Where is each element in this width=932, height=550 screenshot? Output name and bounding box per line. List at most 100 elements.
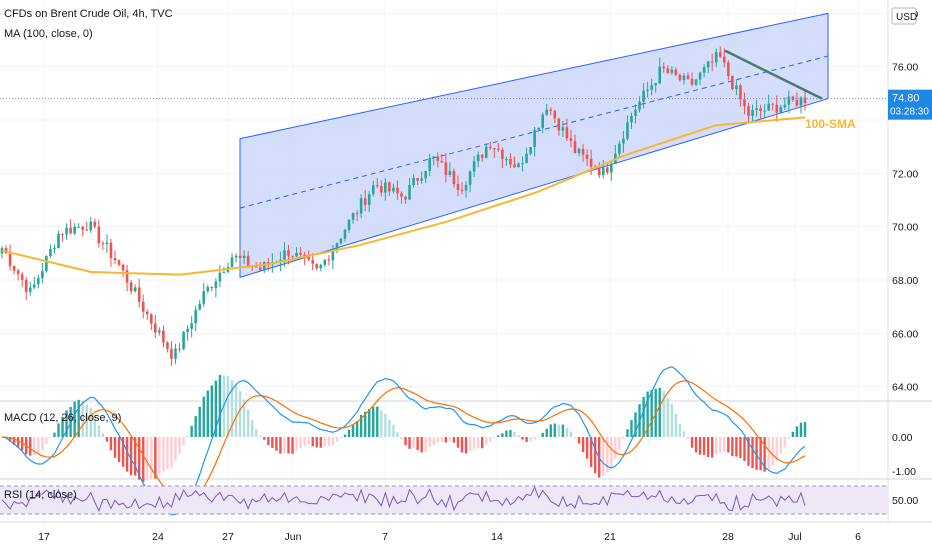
candle-body <box>170 348 173 359</box>
macd-bar <box>242 399 246 437</box>
macd-bar <box>234 384 238 437</box>
candle-body <box>145 311 149 315</box>
candle-body <box>501 149 504 160</box>
candle-body <box>129 282 133 292</box>
macd-bar <box>323 437 327 447</box>
candle-body <box>154 323 157 333</box>
candle-body <box>702 67 706 73</box>
macd-bar <box>57 423 60 437</box>
macd-bar <box>622 437 625 439</box>
rsi-tick-label: 50.00 <box>892 495 918 507</box>
candle-body <box>262 262 266 271</box>
macd-bar <box>93 414 97 437</box>
macd-bar <box>545 428 548 437</box>
candle-body <box>49 249 52 256</box>
x-tick-label: 14 <box>491 531 503 543</box>
candle-body <box>32 284 36 288</box>
candle-body <box>363 198 367 205</box>
macd-bar <box>799 422 803 437</box>
macd-bar <box>464 437 468 454</box>
candle-body <box>690 78 694 85</box>
macd-bar <box>630 420 633 437</box>
macd-bar <box>424 437 427 452</box>
macd-bar <box>376 406 379 437</box>
macd-bar <box>178 437 181 454</box>
candle-body <box>799 97 803 106</box>
macd-bar <box>198 406 201 437</box>
macd-bar <box>505 430 508 437</box>
candle-body <box>396 187 399 194</box>
candle-body <box>722 56 726 63</box>
candle-body <box>65 227 68 235</box>
macd-bar <box>37 437 40 454</box>
macd-line <box>1 366 806 516</box>
candle-body <box>803 97 807 104</box>
candle-body <box>16 270 20 275</box>
candle-body <box>747 106 750 116</box>
macd-bar <box>731 437 734 457</box>
candle-body <box>670 69 674 73</box>
candle-body <box>476 154 480 162</box>
macd-bar <box>771 437 774 466</box>
candle-body <box>97 226 101 244</box>
candle-body <box>618 143 621 154</box>
macd-bar <box>230 379 234 437</box>
candle-body <box>93 221 97 227</box>
candle-body <box>521 163 524 165</box>
candle-body <box>771 103 775 105</box>
symbol-legend[interactable]: CFDs on Brent Crude Oil, 4h, TVC <box>4 8 173 20</box>
y-tick-label: 70.00 <box>892 222 918 234</box>
macd-bar <box>384 413 387 437</box>
candle-body <box>12 265 16 271</box>
candle-body <box>194 309 197 324</box>
candle-body <box>718 52 722 57</box>
candle-body <box>577 148 581 154</box>
macd-bar <box>33 437 36 456</box>
candle-body <box>727 62 730 76</box>
candle-body <box>121 264 125 271</box>
candle-body <box>343 229 347 239</box>
candle-body <box>73 226 76 234</box>
candle-body <box>755 108 758 110</box>
x-tick-label: 17 <box>38 531 50 543</box>
candle-body <box>242 255 246 259</box>
macd-bar <box>682 431 686 437</box>
candle-body <box>739 85 742 100</box>
macd-bar <box>327 437 331 447</box>
macd-bar <box>186 435 189 437</box>
candle-body <box>541 114 545 128</box>
macd-bar <box>541 432 544 437</box>
macd-bar <box>698 437 702 455</box>
macd-bar <box>162 437 165 472</box>
candle-body <box>513 164 516 168</box>
x-tick-label: 27 <box>222 531 234 543</box>
macd-bar <box>444 437 448 443</box>
candle-body <box>480 154 484 158</box>
macd-bar <box>20 437 24 451</box>
price-tag-countdown: 03:28:30 <box>890 107 929 118</box>
y-tick-label: 68.00 <box>892 275 918 287</box>
candle-body <box>291 255 294 257</box>
candle-body <box>497 148 500 150</box>
ma-legend[interactable]: MA (100, close, 0) <box>4 28 93 40</box>
candle-body <box>45 255 48 272</box>
rsi-legend[interactable]: RSI (14, close) <box>4 489 77 501</box>
candle-body <box>53 248 56 250</box>
macd-bar <box>396 432 399 437</box>
macd-bar <box>154 437 157 479</box>
macd-bar <box>670 403 674 437</box>
x-tick-label: 7 <box>382 531 388 543</box>
candle-body <box>299 252 302 255</box>
candle-body <box>561 127 565 131</box>
candle-body <box>24 279 28 292</box>
macd-bar <box>275 437 278 451</box>
macd-bar <box>634 412 637 437</box>
macd-legend[interactable]: MACD (12, 26, close, 9) <box>4 412 122 424</box>
macd-bar <box>666 397 670 437</box>
candle-body <box>795 99 799 106</box>
candle-body <box>710 61 714 63</box>
macd-bar <box>65 410 68 437</box>
macd-bar <box>529 437 532 442</box>
macd-bar <box>238 391 242 437</box>
macd-bar <box>589 437 593 467</box>
